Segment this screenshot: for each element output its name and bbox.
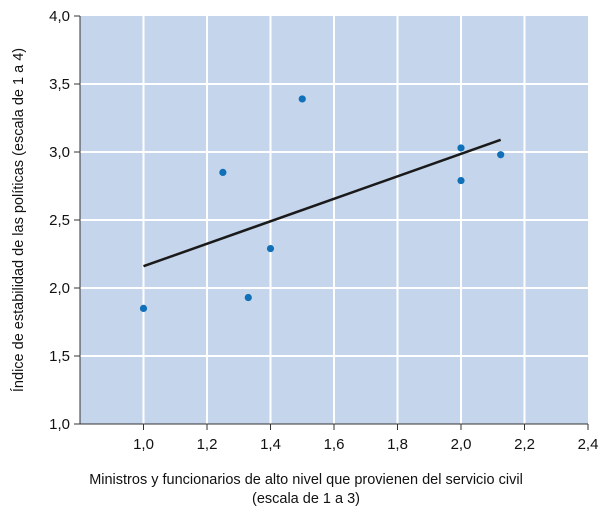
x-tick-label: 1,2: [197, 436, 218, 453]
y-axis-title: Índice de estabilidad de las políticas (…: [10, 48, 27, 392]
y-tick-label: 3,5: [49, 76, 70, 93]
data-point: [457, 144, 465, 152]
x-tick-label: 2,4: [578, 436, 599, 453]
x-tick-label: 2,2: [514, 436, 535, 453]
x-axis-title-line-2: (escala de 1 a 3): [252, 491, 360, 507]
x-tick-labels: 1,0 1,2 1,4 1,6 1,8 2,0 2,2 2,4: [133, 436, 598, 453]
y-tick-label: 3,0: [49, 144, 70, 161]
y-tick-label: 4,0: [49, 8, 70, 25]
y-tick-label: 1,0: [49, 416, 70, 433]
x-tick-label: 1,4: [260, 436, 281, 453]
x-axis-title-line-1: Ministros y funcionarios de alto nivel q…: [89, 472, 523, 488]
data-point: [139, 304, 148, 312]
axes: [74, 15, 589, 430]
x-tick-label: 2,0: [451, 436, 472, 453]
x-tick-label: 1,6: [324, 436, 345, 453]
trendline-group: [143, 138, 502, 268]
data-point: [244, 293, 252, 302]
data-point: [219, 168, 227, 176]
data-point: [298, 95, 306, 103]
y-tick-label: 2,0: [49, 280, 70, 297]
y-tick-labels: 1,0 1,5 2,0 2,5 3,0 3,5 4,0: [49, 8, 70, 433]
trendline: [143, 138, 502, 268]
y-tick-label: 1,5: [49, 348, 70, 365]
y-tick-label: 2,5: [49, 212, 70, 229]
data-points: [139, 95, 505, 312]
x-tick-label: 1,0: [133, 436, 154, 453]
data-point: [497, 151, 505, 159]
x-tick-label: 1,8: [387, 436, 408, 453]
data-point: [266, 244, 275, 253]
data-point: [457, 176, 465, 185]
